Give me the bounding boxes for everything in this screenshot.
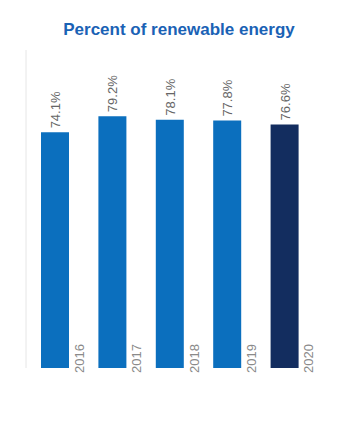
svg-text:2019: 2019 (244, 344, 259, 373)
svg-text:2017: 2017 (129, 344, 144, 373)
svg-text:77.8%: 77.8% (220, 79, 235, 116)
svg-text:79.2%: 79.2% (105, 75, 120, 112)
svg-text:2020: 2020 (301, 344, 316, 373)
svg-text:78.1%: 78.1% (163, 78, 178, 115)
svg-text:2016: 2016 (72, 344, 87, 373)
svg-text:74.1%: 74.1% (48, 91, 63, 128)
svg-text:2018: 2018 (187, 344, 202, 373)
html-text:Percent of renewable energy: Percent of renewable energy (63, 20, 295, 39)
svg-text:76.6%: 76.6% (278, 83, 293, 120)
